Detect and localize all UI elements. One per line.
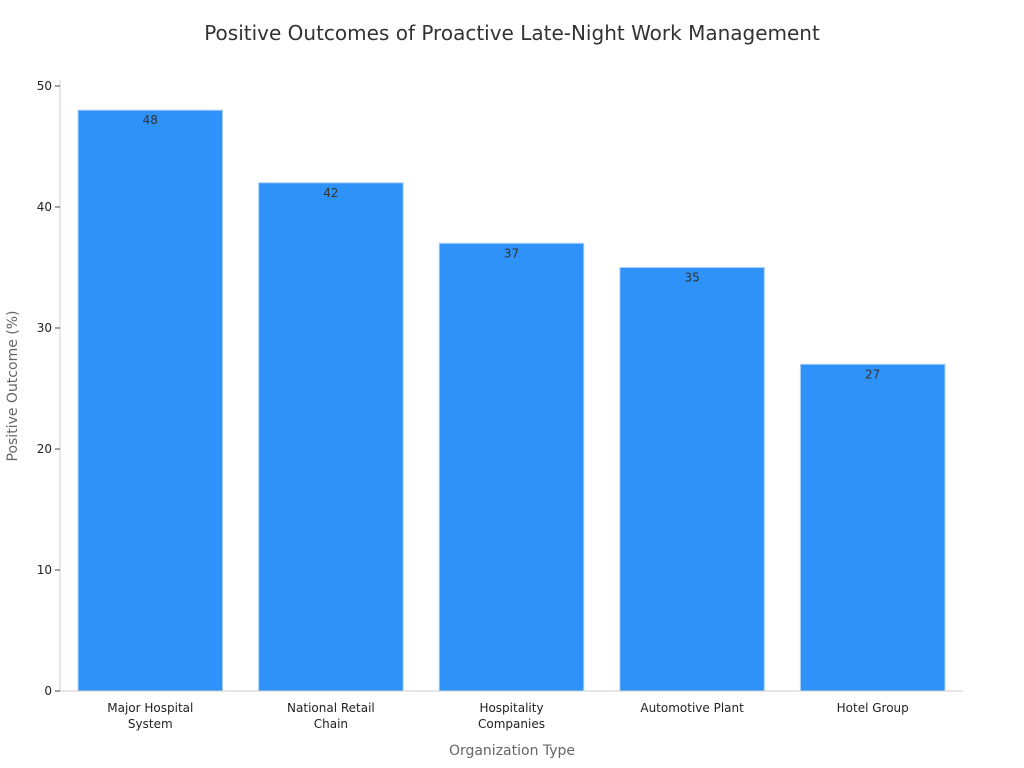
y-tick-label: 0 bbox=[44, 684, 52, 698]
data-label: 48 bbox=[143, 113, 158, 127]
bar bbox=[799, 363, 946, 692]
y-tick-label: 20 bbox=[37, 442, 52, 456]
data-label: 42 bbox=[323, 186, 338, 200]
x-tick-label-line: Chain bbox=[314, 717, 348, 731]
y-axis-label: Positive Outcome (%) bbox=[5, 311, 21, 462]
bar bbox=[77, 109, 224, 692]
x-tick-label: Automotive Plant bbox=[640, 701, 744, 715]
data-label: 37 bbox=[504, 246, 519, 260]
x-tick-label-line: Major Hospital bbox=[107, 701, 193, 715]
x-tick-label: Hotel Group bbox=[837, 701, 909, 715]
x-axis-label: Organization Type bbox=[449, 743, 575, 759]
x-tick-label-line: Hospitality bbox=[479, 701, 543, 715]
y-tick-label: 10 bbox=[37, 563, 52, 577]
x-tick-label: Major Hospital System bbox=[107, 701, 193, 731]
x-tick-label-line: Automotive Plant bbox=[640, 701, 744, 715]
x-tick-label-line: System bbox=[128, 717, 173, 731]
y-tick-label: 50 bbox=[37, 79, 52, 93]
data-label: 35 bbox=[684, 271, 699, 285]
x-tick-label-line: Companies bbox=[478, 717, 545, 731]
x-tick-label: National Retail Chain bbox=[287, 701, 375, 731]
y-tick-label: 30 bbox=[37, 321, 52, 335]
x-tick-label: Hospitality Companies bbox=[478, 701, 545, 731]
bar bbox=[619, 267, 765, 692]
x-tick-label-line: National Retail bbox=[287, 701, 375, 715]
bar bbox=[258, 182, 404, 692]
bar bbox=[438, 242, 585, 692]
x-tick-label-line: Hotel Group bbox=[837, 701, 909, 715]
data-label: 27 bbox=[865, 367, 880, 381]
y-tick-label: 40 bbox=[37, 200, 52, 214]
chart-title: Positive Outcomes of Proactive Late-Nigh… bbox=[204, 21, 820, 45]
